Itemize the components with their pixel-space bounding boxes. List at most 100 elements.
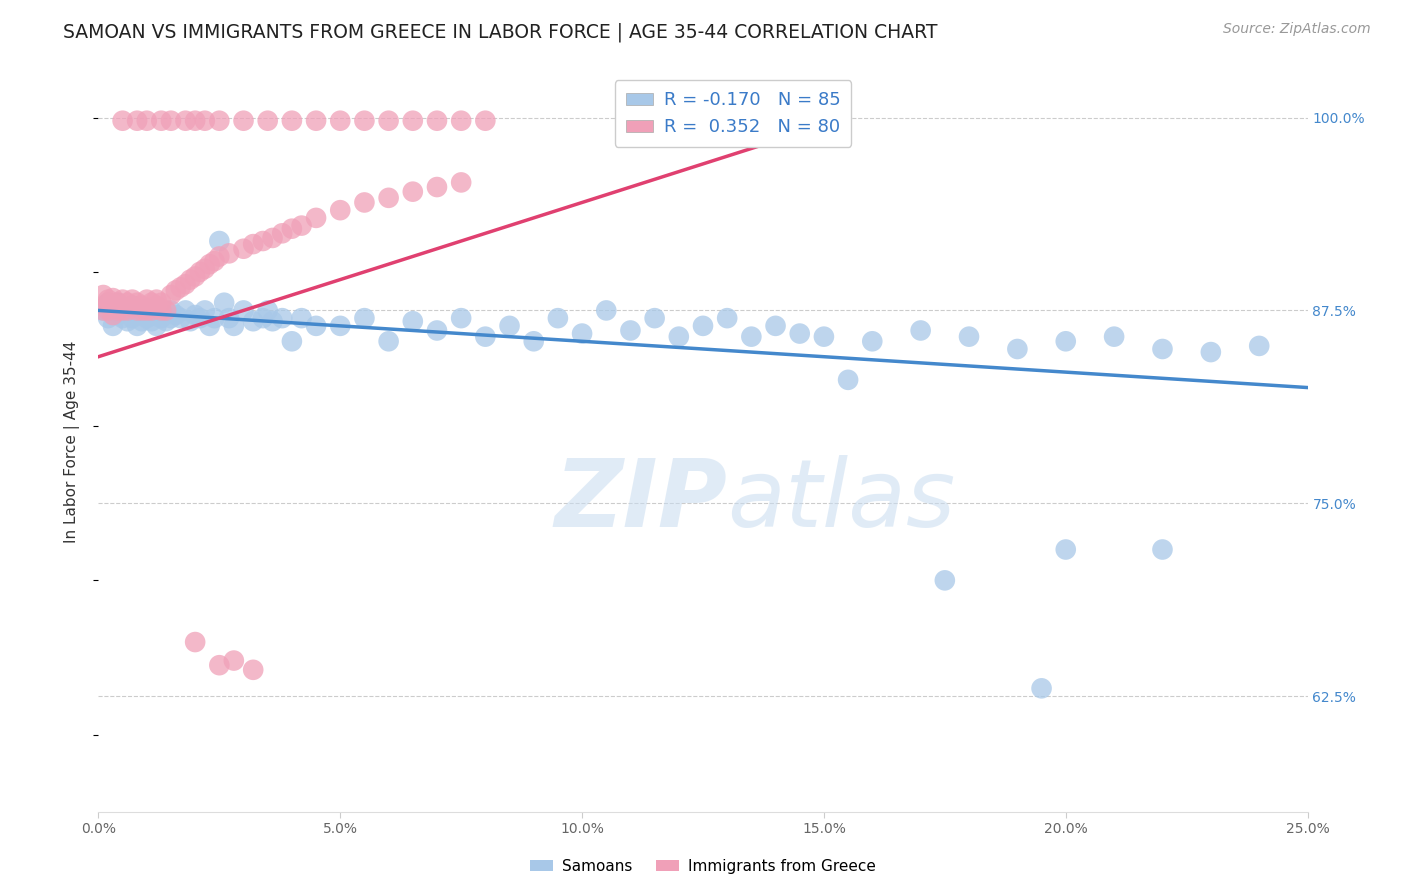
Point <box>232 242 254 256</box>
Point <box>150 311 173 326</box>
Point <box>91 303 114 318</box>
Point <box>1054 542 1077 557</box>
Point <box>740 329 762 343</box>
Point <box>450 176 472 190</box>
Point <box>121 311 143 326</box>
Point <box>222 654 245 668</box>
Point <box>165 308 187 322</box>
Point <box>910 324 932 338</box>
Point <box>111 303 134 318</box>
Text: ZIP: ZIP <box>554 455 727 547</box>
Point <box>194 113 217 128</box>
Text: Source: ZipAtlas.com: Source: ZipAtlas.com <box>1223 22 1371 37</box>
Point <box>242 314 264 328</box>
Point <box>127 113 149 128</box>
Point <box>179 272 201 286</box>
Point <box>169 311 191 326</box>
Point <box>262 314 284 328</box>
Legend: R = -0.170   N = 85, R =  0.352   N = 80: R = -0.170 N = 85, R = 0.352 N = 80 <box>614 80 851 147</box>
Point <box>121 293 143 307</box>
Point <box>97 293 120 307</box>
Point <box>329 113 352 128</box>
Point <box>232 303 254 318</box>
Point <box>377 191 399 205</box>
Point <box>91 303 114 318</box>
Point <box>135 113 157 128</box>
Point <box>194 303 217 318</box>
Point <box>837 373 859 387</box>
Point <box>160 288 183 302</box>
Point <box>97 295 120 310</box>
Point <box>204 311 226 326</box>
Point <box>402 185 425 199</box>
Point <box>188 265 211 279</box>
Point <box>1031 681 1053 696</box>
Point <box>141 314 163 328</box>
Point <box>131 314 153 328</box>
Point <box>204 254 226 268</box>
Point <box>121 299 143 313</box>
Point <box>97 303 120 318</box>
Point <box>174 303 197 318</box>
Point <box>957 329 980 343</box>
Point <box>135 293 157 307</box>
Point <box>305 318 328 333</box>
Point <box>131 303 153 318</box>
Legend: Samoans, Immigrants from Greece: Samoans, Immigrants from Greece <box>524 853 882 880</box>
Point <box>111 113 134 128</box>
Point <box>252 234 274 248</box>
Point <box>198 318 221 333</box>
Point <box>107 295 129 310</box>
Point <box>547 311 569 326</box>
Y-axis label: In Labor Force | Age 35-44: In Labor Force | Age 35-44 <box>63 341 80 542</box>
Point <box>91 288 114 302</box>
Point <box>107 299 129 313</box>
Point <box>208 249 231 264</box>
Point <box>305 211 328 225</box>
Point <box>141 308 163 322</box>
Point <box>107 308 129 322</box>
Point <box>117 303 139 318</box>
Point <box>765 318 787 333</box>
Point <box>789 326 811 341</box>
Point <box>256 303 278 318</box>
Point <box>218 246 240 260</box>
Text: atlas: atlas <box>727 455 956 546</box>
Point <box>184 635 207 649</box>
Point <box>184 308 207 322</box>
Point <box>160 311 183 326</box>
Point <box>145 318 167 333</box>
Point <box>426 324 449 338</box>
Point <box>131 299 153 313</box>
Point <box>402 314 425 328</box>
Point <box>402 113 425 128</box>
Point <box>97 295 120 310</box>
Point <box>523 334 546 349</box>
Point <box>498 318 520 333</box>
Point <box>121 299 143 313</box>
Point <box>179 314 201 328</box>
Point <box>290 311 312 326</box>
Point <box>353 311 375 326</box>
Point <box>184 113 207 128</box>
Point <box>1152 542 1174 557</box>
Point <box>252 311 274 326</box>
Point <box>150 303 173 318</box>
Point <box>353 113 375 128</box>
Point <box>271 227 294 241</box>
Point <box>329 318 352 333</box>
Point <box>619 324 641 338</box>
Point <box>329 203 352 218</box>
Point <box>101 308 124 322</box>
Text: SAMOAN VS IMMIGRANTS FROM GREECE IN LABOR FORCE | AGE 35-44 CORRELATION CHART: SAMOAN VS IMMIGRANTS FROM GREECE IN LABO… <box>63 22 938 42</box>
Point <box>135 303 157 318</box>
Point <box>188 311 211 326</box>
Point <box>135 301 157 316</box>
Point <box>165 284 187 298</box>
Point <box>474 113 496 128</box>
Point <box>595 303 617 318</box>
Point <box>426 180 449 194</box>
Point <box>184 269 207 284</box>
Point <box>281 334 304 349</box>
Point <box>256 113 278 128</box>
